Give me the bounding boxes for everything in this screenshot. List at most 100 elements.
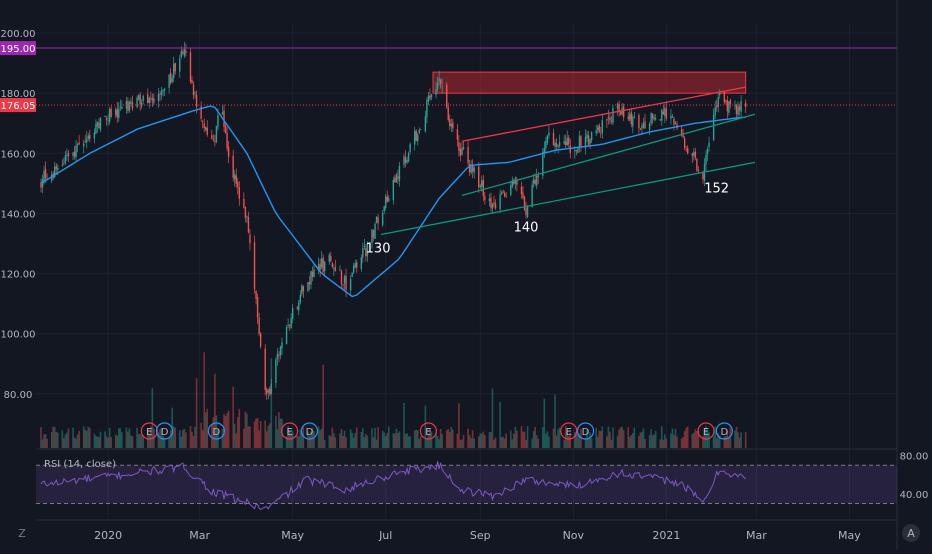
candle-body [386,196,388,202]
candle-body [296,307,298,309]
rsi-tick-label: 80.00 [900,452,929,463]
volume-bar [650,429,652,448]
candle-body [140,102,143,107]
volume-bar [744,432,747,448]
volume-bar [499,401,501,448]
volume-bar [426,438,428,448]
candle-body [715,105,718,108]
volume-bar [168,437,170,448]
volume-bar [301,432,303,448]
volume-bar [63,438,65,448]
toolbar-left-letter[interactable]: Z [18,527,26,540]
volume-bar [705,426,707,448]
auto-scale-button-label[interactable]: A [907,527,915,540]
candle-body [151,97,154,101]
candle-body [664,107,666,116]
candle-body [590,131,593,141]
volume-bar [596,436,599,448]
volume-bar [130,435,132,448]
volume-bar [365,433,367,448]
candle-body [629,114,631,120]
candle-body [285,327,288,344]
candle-body [413,130,416,145]
volume-bar [287,426,289,448]
candle-body [351,272,353,277]
candle-body [446,84,448,108]
volume-bar [435,432,437,448]
candle-body [435,88,437,95]
time-axis[interactable]: 2020 Mar May Jul Sep Nov 2021 Mar May [94,529,861,542]
candle-body [536,175,538,186]
volume-bar [247,426,250,448]
volume-bar [723,436,726,448]
volume-bar [407,436,410,448]
candle-body [160,91,163,96]
candle-body [278,354,280,356]
volume-bar [362,428,364,448]
candle-body [356,262,358,268]
volume-bar [545,433,547,448]
volume-bar [142,435,144,448]
volume-bar [452,429,454,448]
candle-body [494,203,497,209]
auto-scale-button[interactable]: A [902,524,920,542]
volume-bar [461,439,463,448]
candle-body [320,258,323,268]
candle-body [266,389,268,394]
volume-bar [52,426,55,448]
candle-body [243,198,245,208]
candle-body [287,324,289,326]
candle-body [436,82,439,89]
volume-bar [403,402,405,448]
candle-body [510,185,512,196]
candle-body [343,276,346,284]
candle-body [574,150,576,152]
candle-body [63,163,65,165]
horizontal-line-label-0: 195.00 [1,44,36,55]
volume-bar [374,427,376,448]
volume-bar [398,431,401,448]
volume-bar [330,436,332,448]
candle-body [171,77,173,82]
price-tick-label: 180.00 [1,89,36,100]
candle-body [201,120,204,122]
candle-body [706,148,709,155]
candle-body [543,147,546,154]
candle-body [484,196,486,200]
candle-body [214,141,216,143]
candle-body [110,108,112,117]
candle-body [217,115,219,127]
volume-bar [320,428,323,448]
volume-bar [557,429,559,448]
volume-bar [535,435,538,448]
volume-bar [697,430,700,448]
volume-bar [673,434,675,448]
volume-bar [53,426,56,448]
volume-bar [215,415,218,448]
candle-body [244,206,247,218]
candle-body [525,208,527,216]
candle-body [142,95,144,102]
volume-bar [127,431,129,448]
volume-bar [201,429,204,448]
trendline-2 [461,86,746,142]
candle-body [577,147,579,153]
candle-body [385,196,387,209]
candle-body [50,174,53,181]
volume-bar [522,431,524,448]
candle-body [578,136,581,148]
candle-body [394,177,396,183]
candle-body [618,103,620,111]
volume-bar [183,428,186,448]
price-axis[interactable]: 200.00 180.00 160.00 140.00 120.00 100.00 80.0… [1,29,36,401]
volume-bar [387,426,390,448]
candle-body [447,107,449,120]
auto-scale-button-circle[interactable] [902,524,920,542]
volume-bar [429,428,431,448]
candle-body [95,124,97,134]
volume-bar [718,435,721,448]
volume-bar [85,430,88,448]
volume-bar [253,421,256,448]
